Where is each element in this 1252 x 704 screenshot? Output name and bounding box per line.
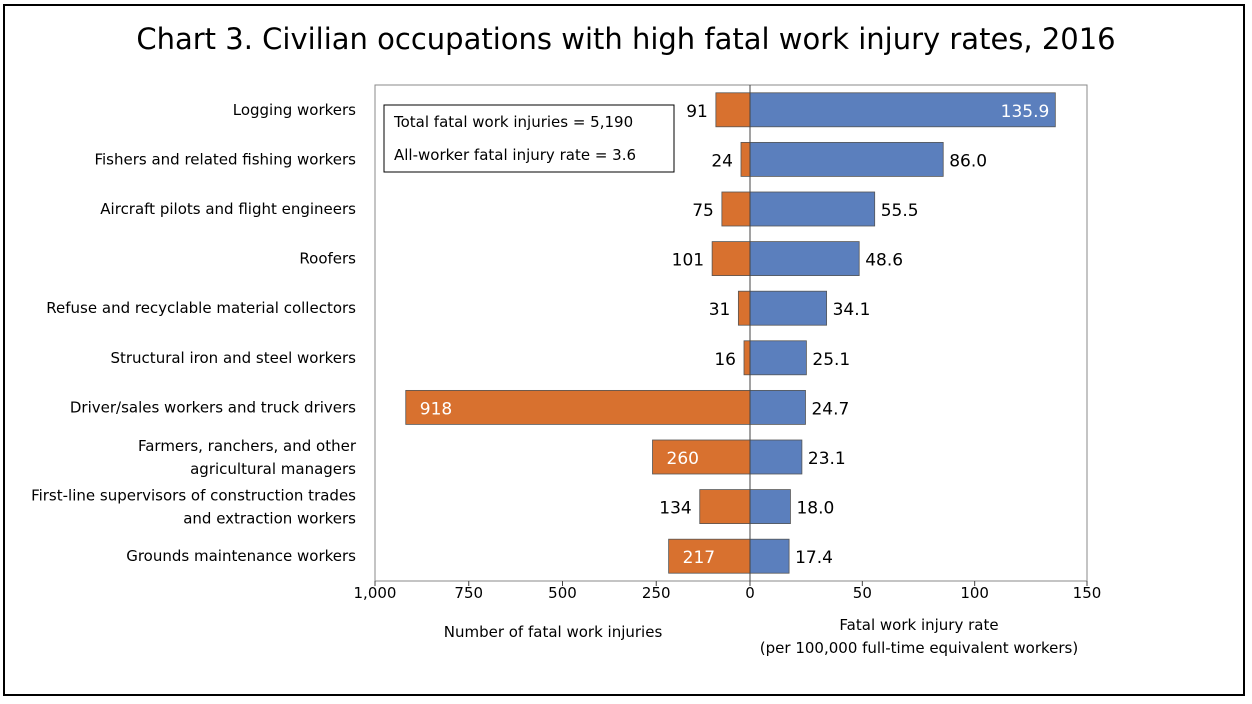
right-axis-title: Fatal work injury rate	[839, 616, 998, 634]
label-injury-rate: 18.0	[796, 499, 834, 519]
bar-fatal-injuries	[405, 389, 751, 425]
category-label: Grounds maintenance workers	[126, 547, 356, 565]
bar-injury-rate	[749, 141, 944, 177]
category-label: Fishers and related fishing workers	[94, 150, 356, 168]
label-fatal-injuries: 75	[692, 201, 714, 221]
right-axis-tick-label: 150	[1073, 584, 1102, 602]
annotation-total-injuries: Total fatal work injuries = 5,190	[393, 113, 633, 131]
bar-injury-rate	[749, 340, 807, 376]
bar-fatal-injuries	[743, 340, 751, 376]
left-axis-tick-label: 250	[642, 584, 671, 602]
label-injury-rate: 23.1	[808, 449, 846, 469]
category-label: Structural iron and steel workers	[110, 349, 356, 367]
left-axis-title: Number of fatal work injuries	[444, 623, 663, 641]
label-fatal-injuries: 260	[667, 449, 699, 469]
label-fatal-injuries: 217	[683, 548, 715, 568]
bar-injury-rate	[749, 191, 876, 227]
label-injury-rate: 135.9	[1001, 102, 1050, 122]
label-fatal-injuries: 134	[659, 499, 691, 519]
bar-fatal-injuries	[721, 191, 751, 227]
category-label: agricultural managers	[190, 460, 356, 478]
bar-injury-rate	[749, 389, 806, 425]
category-label: Driver/sales workers and truck drivers	[70, 398, 356, 416]
left-axis-tick-label: 750	[454, 584, 483, 602]
left-axis-tick-label: 500	[548, 584, 577, 602]
chart-title: Chart 3. Civilian occupations with high …	[136, 22, 1116, 56]
bar-injury-rate	[749, 439, 803, 475]
label-injury-rate: 48.6	[865, 251, 903, 271]
plot-area	[374, 84, 1088, 582]
label-fatal-injuries: 101	[672, 251, 704, 271]
right-axis-tick-label: 100	[960, 584, 989, 602]
label-injury-rate: 86.0	[949, 151, 987, 171]
label-fatal-injuries: 91	[686, 102, 708, 122]
bar-fatal-injuries	[740, 141, 751, 177]
bar-injury-rate	[749, 538, 790, 574]
right-axis-title-unit: (per 100,000 full-time equivalent worker…	[760, 639, 1078, 657]
annotation-box	[383, 104, 675, 173]
label-fatal-injuries: 16	[714, 350, 736, 370]
label-fatal-injuries: 31	[709, 300, 731, 320]
bar-fatal-injuries	[737, 290, 751, 326]
bar-fatal-injuries	[699, 489, 751, 525]
bar-injury-rate	[749, 92, 1056, 128]
category-label: First-line supervisors of construction t…	[31, 487, 356, 505]
label-injury-rate: 17.4	[795, 548, 833, 568]
bar-injury-rate	[749, 489, 791, 525]
category-label: and extraction workers	[183, 510, 356, 528]
bar-injury-rate	[749, 241, 860, 277]
right-axis-tick-label: 50	[853, 584, 872, 602]
category-label: Refuse and recyclable material collector…	[46, 299, 356, 317]
label-fatal-injuries: 24	[711, 151, 733, 171]
left-axis-tick-label: 1,000	[354, 584, 397, 602]
label-injury-rate: 25.1	[812, 350, 850, 370]
bar-fatal-injuries	[711, 241, 751, 277]
annotation-injury-rate: All-worker fatal injury rate = 3.6	[394, 146, 636, 164]
label-injury-rate: 24.7	[811, 399, 849, 419]
bar-injury-rate	[749, 290, 828, 326]
bar-fatal-injuries	[652, 439, 751, 475]
category-label: Logging workers	[233, 101, 356, 119]
label-injury-rate: 34.1	[833, 300, 871, 320]
category-label: Farmers, ranchers, and other	[138, 437, 357, 455]
category-label: Roofers	[299, 250, 356, 268]
bar-fatal-injuries	[715, 92, 751, 128]
category-label: Aircraft pilots and flight engineers	[100, 200, 356, 218]
bar-fatal-injuries	[668, 538, 751, 574]
label-injury-rate: 55.5	[881, 201, 919, 221]
left-axis-tick-label: 0	[745, 584, 755, 602]
label-fatal-injuries: 918	[420, 399, 452, 419]
